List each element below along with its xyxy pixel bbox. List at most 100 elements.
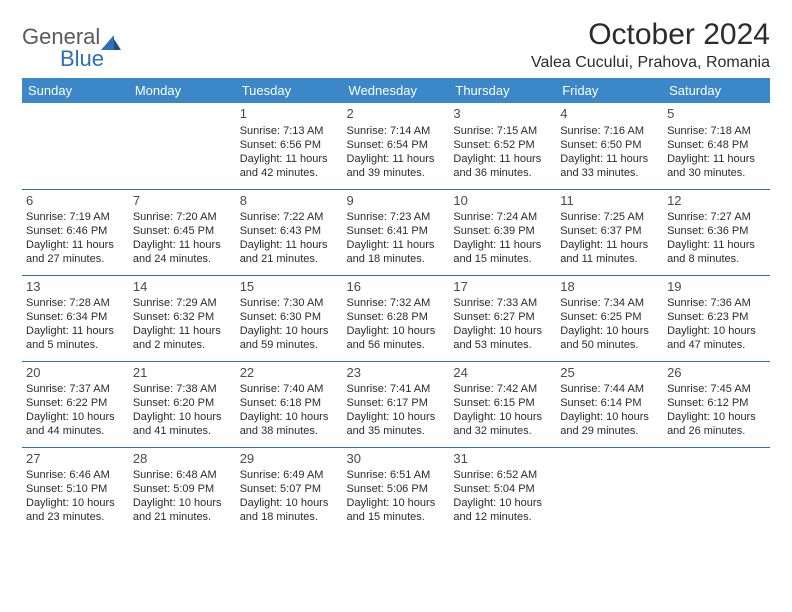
calendar-table: Sunday Monday Tuesday Wednesday Thursday… [22,78,770,533]
sunset-text: Sunset: 6:12 PM [667,396,766,410]
sunrise-text: Sunrise: 7:41 AM [347,382,446,396]
day-header-wednesday: Wednesday [343,78,450,103]
daylight-text: Daylight: 10 hours and 23 minutes. [26,496,125,524]
sunset-text: Sunset: 6:36 PM [667,224,766,238]
daylight-text: Daylight: 11 hours and 42 minutes. [240,152,339,180]
day-number: 11 [560,193,659,210]
sunset-text: Sunset: 6:48 PM [667,138,766,152]
daylight-text: Daylight: 10 hours and 56 minutes. [347,324,446,352]
calendar-week-row: 1Sunrise: 7:13 AMSunset: 6:56 PMDaylight… [22,103,770,189]
sunrise-text: Sunrise: 7:28 AM [26,296,125,310]
day-number: 24 [453,365,552,382]
sunset-text: Sunset: 6:45 PM [133,224,232,238]
daylight-text: Daylight: 10 hours and 44 minutes. [26,410,125,438]
calendar-cell: 19Sunrise: 7:36 AMSunset: 6:23 PMDayligh… [663,275,770,361]
day-header-monday: Monday [129,78,236,103]
calendar-cell: 21Sunrise: 7:38 AMSunset: 6:20 PMDayligh… [129,361,236,447]
sunrise-text: Sunrise: 7:33 AM [453,296,552,310]
daylight-text: Daylight: 11 hours and 11 minutes. [560,238,659,266]
sunrise-text: Sunrise: 7:15 AM [453,124,552,138]
daylight-text: Daylight: 10 hours and 26 minutes. [667,410,766,438]
day-number: 27 [26,451,125,468]
calendar-cell [663,447,770,533]
sunrise-text: Sunrise: 7:36 AM [667,296,766,310]
daylight-text: Daylight: 10 hours and 21 minutes. [133,496,232,524]
sunset-text: Sunset: 6:56 PM [240,138,339,152]
sunrise-text: Sunrise: 7:32 AM [347,296,446,310]
sunrise-text: Sunrise: 6:46 AM [26,468,125,482]
sunset-text: Sunset: 6:17 PM [347,396,446,410]
sunrise-text: Sunrise: 7:16 AM [560,124,659,138]
calendar-cell: 8Sunrise: 7:22 AMSunset: 6:43 PMDaylight… [236,189,343,275]
calendar-cell: 6Sunrise: 7:19 AMSunset: 6:46 PMDaylight… [22,189,129,275]
page-title: October 2024 [531,18,770,52]
sunset-text: Sunset: 5:04 PM [453,482,552,496]
sunset-text: Sunset: 6:14 PM [560,396,659,410]
sunrise-text: Sunrise: 7:22 AM [240,210,339,224]
day-number: 13 [26,279,125,296]
calendar-cell: 3Sunrise: 7:15 AMSunset: 6:52 PMDaylight… [449,103,556,189]
day-number: 21 [133,365,232,382]
sunrise-text: Sunrise: 7:25 AM [560,210,659,224]
calendar-cell: 30Sunrise: 6:51 AMSunset: 5:06 PMDayligh… [343,447,450,533]
sunrise-text: Sunrise: 7:38 AM [133,382,232,396]
calendar-cell: 11Sunrise: 7:25 AMSunset: 6:37 PMDayligh… [556,189,663,275]
calendar-body: 1Sunrise: 7:13 AMSunset: 6:56 PMDaylight… [22,103,770,533]
daylight-text: Daylight: 11 hours and 5 minutes. [26,324,125,352]
day-number: 7 [133,193,232,210]
calendar-cell: 13Sunrise: 7:28 AMSunset: 6:34 PMDayligh… [22,275,129,361]
day-header-sunday: Sunday [22,78,129,103]
sunset-text: Sunset: 6:54 PM [347,138,446,152]
sunrise-text: Sunrise: 6:48 AM [133,468,232,482]
sunrise-text: Sunrise: 7:42 AM [453,382,552,396]
sunrise-text: Sunrise: 7:34 AM [560,296,659,310]
daylight-text: Daylight: 10 hours and 29 minutes. [560,410,659,438]
title-block: October 2024 Valea Cucului, Prahova, Rom… [531,18,770,72]
calendar-cell: 23Sunrise: 7:41 AMSunset: 6:17 PMDayligh… [343,361,450,447]
calendar-cell: 10Sunrise: 7:24 AMSunset: 6:39 PMDayligh… [449,189,556,275]
daylight-text: Daylight: 10 hours and 41 minutes. [133,410,232,438]
sunset-text: Sunset: 6:30 PM [240,310,339,324]
day-number: 20 [26,365,125,382]
calendar-cell: 27Sunrise: 6:46 AMSunset: 5:10 PMDayligh… [22,447,129,533]
day-number: 19 [667,279,766,296]
sunset-text: Sunset: 6:37 PM [560,224,659,238]
daylight-text: Daylight: 11 hours and 8 minutes. [667,238,766,266]
location-subtitle: Valea Cucului, Prahova, Romania [531,54,770,72]
daylight-text: Daylight: 10 hours and 18 minutes. [240,496,339,524]
day-number: 30 [347,451,446,468]
sunset-text: Sunset: 6:52 PM [453,138,552,152]
day-number: 23 [347,365,446,382]
daylight-text: Daylight: 11 hours and 36 minutes. [453,152,552,180]
calendar-cell: 9Sunrise: 7:23 AMSunset: 6:41 PMDaylight… [343,189,450,275]
calendar-cell [556,447,663,533]
calendar-cell: 17Sunrise: 7:33 AMSunset: 6:27 PMDayligh… [449,275,556,361]
day-number: 3 [453,106,552,123]
sunset-text: Sunset: 6:43 PM [240,224,339,238]
day-number: 9 [347,193,446,210]
calendar-cell: 26Sunrise: 7:45 AMSunset: 6:12 PMDayligh… [663,361,770,447]
sunset-text: Sunset: 6:25 PM [560,310,659,324]
calendar-cell: 12Sunrise: 7:27 AMSunset: 6:36 PMDayligh… [663,189,770,275]
daylight-text: Daylight: 10 hours and 35 minutes. [347,410,446,438]
calendar-week-row: 6Sunrise: 7:19 AMSunset: 6:46 PMDaylight… [22,189,770,275]
sunrise-text: Sunrise: 7:24 AM [453,210,552,224]
calendar-cell: 18Sunrise: 7:34 AMSunset: 6:25 PMDayligh… [556,275,663,361]
sunrise-text: Sunrise: 7:19 AM [26,210,125,224]
day-header-saturday: Saturday [663,78,770,103]
sunrise-text: Sunrise: 7:37 AM [26,382,125,396]
day-number: 17 [453,279,552,296]
day-number: 26 [667,365,766,382]
day-number: 8 [240,193,339,210]
daylight-text: Daylight: 11 hours and 30 minutes. [667,152,766,180]
sunrise-text: Sunrise: 6:52 AM [453,468,552,482]
sunrise-text: Sunrise: 7:23 AM [347,210,446,224]
day-number: 25 [560,365,659,382]
daylight-text: Daylight: 11 hours and 33 minutes. [560,152,659,180]
sunset-text: Sunset: 5:09 PM [133,482,232,496]
calendar-cell: 16Sunrise: 7:32 AMSunset: 6:28 PMDayligh… [343,275,450,361]
daylight-text: Daylight: 11 hours and 24 minutes. [133,238,232,266]
day-number: 28 [133,451,232,468]
sunrise-text: Sunrise: 7:45 AM [667,382,766,396]
day-number: 10 [453,193,552,210]
